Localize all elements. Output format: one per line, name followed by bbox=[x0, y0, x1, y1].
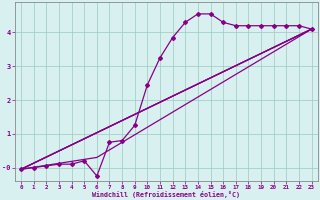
X-axis label: Windchill (Refroidissement éolien,°C): Windchill (Refroidissement éolien,°C) bbox=[92, 191, 240, 198]
